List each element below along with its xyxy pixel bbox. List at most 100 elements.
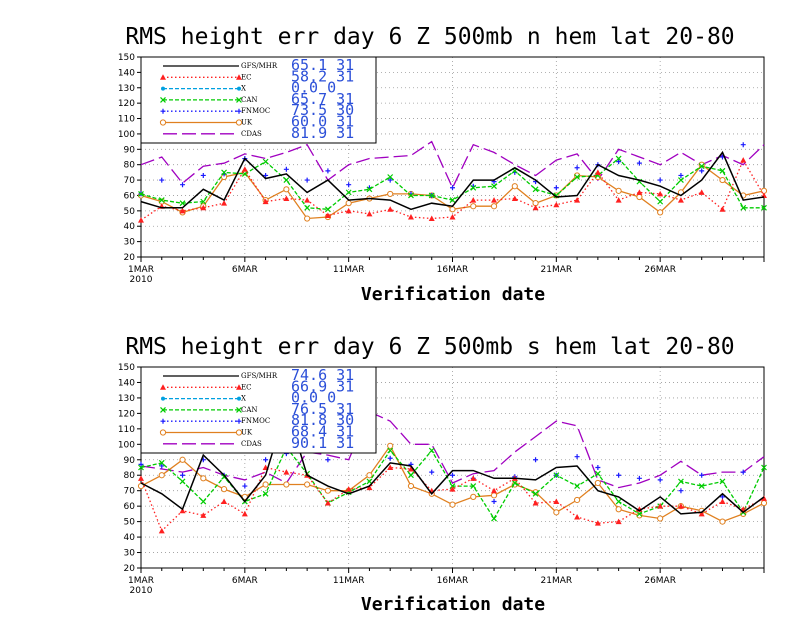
x-tick-label: 6MAR [232,265,258,275]
series-point [387,177,393,183]
legend-value: 74.6 31 [291,366,354,384]
legend-entry-can: CAN 76.5 31 [160,400,354,418]
series-point [553,185,559,191]
series-point [636,512,643,519]
series-point [179,507,186,514]
legend-name: UK [241,429,253,437]
series-point [159,463,165,469]
series-point [657,198,664,205]
series-point [179,478,186,485]
series-point [677,197,684,203]
series-can [138,155,767,213]
legend-box [140,56,377,144]
series-point [200,498,207,505]
series-point [594,470,601,477]
x-tick-label: 11MAR [333,265,365,275]
x-tick-label: 26MAR [644,576,676,586]
y-tick-label: 70 [124,176,136,186]
x-tick-label: 1MAR [128,576,154,586]
series-gfs-mhr [140,404,765,515]
series-point [657,515,664,522]
y-tick-label: 40 [124,222,136,232]
series-point [532,186,539,193]
series-point [698,189,705,195]
legend-name: CAN [241,406,258,414]
series-point [325,168,331,174]
y-tick-label: 50 [124,518,136,528]
series-point [699,168,705,174]
series-point [263,172,269,178]
series-point [594,520,601,526]
series-point [387,447,394,454]
series-point [262,158,269,165]
series-point [698,163,705,170]
legend-name: GFS/MHR [241,62,278,70]
series-point [490,203,498,210]
legend-value: 0.0 0 [291,389,336,407]
series-point [760,499,768,507]
series-point [179,200,186,207]
series-point [324,206,331,213]
series-point [574,454,580,460]
series-point [387,455,393,461]
legend-entry-cdas: CDAS 90.1 31 [163,434,354,452]
y-tick-label: 100 [118,440,135,450]
x-tick-label: 1MAR [128,265,154,275]
legend-entry-fnmoc: FNMOC 81.8 30 [160,411,354,429]
series-point [532,500,539,506]
series-point [740,157,747,163]
legend-value: 68.4 31 [291,423,354,441]
series-point [450,472,455,478]
series-point [235,119,243,126]
series-point [161,396,165,401]
series-point [553,472,560,479]
series-point [594,169,601,175]
series-point [387,174,394,180]
series-point [346,182,352,188]
series-point [574,165,580,171]
series-point [283,186,290,193]
series-point [138,475,144,481]
series-point [678,488,684,494]
series-point [407,482,415,490]
series-point [491,499,497,505]
series-point [138,461,144,467]
series-point [304,481,311,488]
series-point [161,86,165,91]
y-tick-label: 80 [124,471,136,481]
series-point [200,172,206,178]
series-point [574,496,581,504]
legend-entry-uk: UK 68.4 31 [159,423,354,441]
series-point [719,167,726,174]
series-point [533,457,539,463]
legend-name: EC [241,383,251,391]
series-point [408,472,414,479]
series-point [678,177,684,184]
series-point [449,486,456,492]
series-point [138,464,144,471]
series-point [470,184,477,191]
y-tick-label: 40 [124,533,136,543]
series-point [160,96,166,103]
x-tick-year: 2010 [130,586,153,596]
series-point [387,442,394,449]
series-point [221,200,228,206]
series-point [719,206,726,212]
series-point [304,197,311,203]
legend-value: 58.2 31 [291,67,354,85]
series-line [140,404,765,515]
series-point [160,74,166,80]
series-point [429,469,435,475]
series-point [636,193,643,201]
y-tick-label: 110 [118,115,135,125]
series-point [262,490,269,497]
series-point [574,483,581,489]
series-fnmoc [138,142,746,198]
legend-entry-uk: UK 60.0 31 [159,113,354,131]
series-point [470,197,477,203]
series-point [304,204,311,211]
legend-entry-fnmoc: FNMOC 73.5 30 [160,101,354,119]
series-point [179,456,186,463]
x-tick-label: 16MAR [437,265,469,275]
series-point [449,501,456,508]
